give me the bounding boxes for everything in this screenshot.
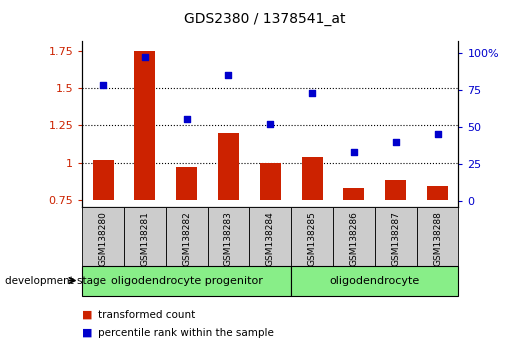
Bar xyxy=(82,266,291,296)
Point xyxy=(182,116,191,122)
Bar xyxy=(291,207,333,266)
Text: ■: ■ xyxy=(82,328,93,338)
Text: percentile rank within the sample: percentile rank within the sample xyxy=(98,328,274,338)
Point xyxy=(392,139,400,144)
Point xyxy=(99,82,107,88)
Bar xyxy=(124,207,166,266)
Bar xyxy=(250,207,291,266)
Bar xyxy=(260,162,281,200)
Bar xyxy=(93,160,113,200)
Bar xyxy=(427,186,448,200)
Bar xyxy=(135,51,155,200)
Text: GDS2380 / 1378541_at: GDS2380 / 1378541_at xyxy=(184,12,346,27)
Bar xyxy=(333,207,375,266)
Bar xyxy=(208,207,250,266)
Text: GSM138285: GSM138285 xyxy=(307,211,316,266)
Text: GSM138286: GSM138286 xyxy=(349,211,358,266)
Text: GSM138283: GSM138283 xyxy=(224,211,233,266)
Text: oligodendrocyte progenitor: oligodendrocyte progenitor xyxy=(111,275,263,286)
Text: development stage: development stage xyxy=(5,275,107,286)
Text: transformed count: transformed count xyxy=(98,310,195,320)
Point xyxy=(308,90,316,96)
Point xyxy=(140,54,149,60)
Point xyxy=(434,131,442,137)
Text: GSM138287: GSM138287 xyxy=(391,211,400,266)
Point xyxy=(224,72,233,78)
Bar xyxy=(166,207,208,266)
Text: ■: ■ xyxy=(82,310,93,320)
Bar xyxy=(417,207,458,266)
Point xyxy=(350,149,358,155)
Text: GSM138280: GSM138280 xyxy=(99,211,108,266)
Bar xyxy=(291,266,458,296)
Bar xyxy=(375,207,417,266)
Bar xyxy=(302,156,323,200)
Text: GSM138284: GSM138284 xyxy=(266,211,275,266)
Text: GSM138288: GSM138288 xyxy=(433,211,442,266)
Bar xyxy=(82,207,124,266)
Text: oligodendrocyte: oligodendrocyte xyxy=(330,275,420,286)
Bar xyxy=(343,188,364,200)
Bar xyxy=(218,133,239,200)
Point xyxy=(266,121,275,127)
Text: GSM138282: GSM138282 xyxy=(182,211,191,266)
Bar xyxy=(176,167,197,200)
Text: GSM138281: GSM138281 xyxy=(140,211,149,266)
Bar xyxy=(385,180,406,200)
